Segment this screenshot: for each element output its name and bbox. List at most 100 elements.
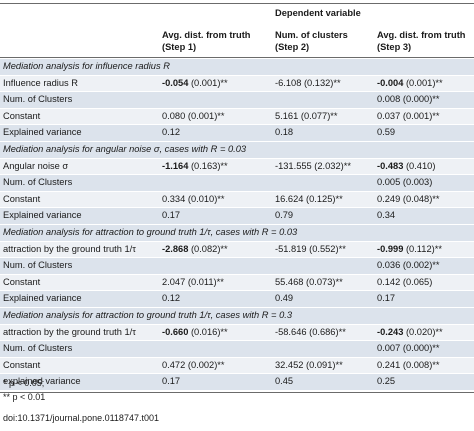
- section-title-row: Mediation analysis for attraction to gro…: [0, 225, 474, 241]
- table-row: attraction by the ground truth 1/τ -0.660…: [0, 324, 474, 341]
- header-rule: [0, 57, 474, 58]
- cell-step3-coef: 0.036 (0.002)**: [377, 260, 440, 271]
- cell-step1-se: (0.001)**: [188, 77, 228, 88]
- cell-step1-coef: 0.17: [162, 376, 181, 387]
- row-label: Angular noise σ: [3, 160, 69, 171]
- table-row: Explained variance 0.17 0.79 0.34: [0, 208, 474, 224]
- cell-step1: -2.868 (0.082)**: [162, 244, 228, 254]
- cell-step3-coef: 0.037 (0.001)**: [377, 110, 440, 121]
- table-row: Num. of Clusters 0.005 (0.003): [0, 175, 474, 191]
- cell-step3-coef: 0.008 (0.000)**: [377, 94, 440, 105]
- header-row-1: Dependent variable: [0, 8, 474, 22]
- row-label: attraction by the ground truth 1/τ: [3, 243, 136, 254]
- table-row: Constant 0.080 (0.001)** 5.161 (0.077)** 0.…: [0, 108, 474, 125]
- cell-step2: 0.79: [275, 210, 294, 221]
- cell-step3-coef: -0.243: [377, 326, 404, 337]
- cell-step1: 0.17: [162, 376, 180, 386]
- cell-step1: 0.334 (0.010)**: [162, 194, 225, 204]
- cell-step3: 0.142 (0.065): [377, 277, 432, 287]
- table-row: Explained variance 0.12 0.18 0.59: [0, 125, 474, 141]
- cell-step1-se: (0.082)**: [188, 243, 228, 254]
- cell-step3-coef: 0.007 (0.000)**: [377, 343, 440, 354]
- cell-step3-coef: -0.483: [377, 160, 404, 171]
- cell-step1: 0.12: [162, 127, 180, 137]
- cell-step3: 0.007 (0.000)**: [377, 343, 440, 353]
- cell-step1: 0.080 (0.001)**: [162, 111, 225, 121]
- row-label: Num. of Clusters: [3, 94, 73, 105]
- column-header-step2: Num. of clusters (Step 2): [275, 30, 348, 52]
- row-label: Constant: [3, 359, 41, 370]
- cell-step3-se: (0.410): [403, 160, 436, 171]
- cell-step1-coef: -0.660: [162, 326, 189, 337]
- table-row: Num. of Clusters 0.007 (0.000)**: [0, 341, 474, 357]
- cell-step1-coef: -0.054: [162, 77, 189, 88]
- cell-step1: 0.12: [162, 293, 180, 303]
- cell-step3: 0.036 (0.002)**: [377, 260, 440, 270]
- table-row: Constant 0.472 (0.002)** 32.452 (0.091)** 0…: [0, 357, 474, 374]
- cell-step3: 0.17: [377, 293, 395, 303]
- cell-step3: 0.25: [377, 376, 395, 386]
- cell-step3-coef: 0.34: [377, 210, 396, 221]
- cell-step1: 0.472 (0.002)**: [162, 360, 225, 370]
- cell-step3: -0.004 (0.001)**: [377, 78, 443, 88]
- row-label: Explained variance: [3, 293, 82, 304]
- cell-step3-se: (0.112)**: [403, 243, 442, 254]
- cell-step3: 0.037 (0.001)**: [377, 111, 440, 121]
- cell-step1-coef: 0.12: [162, 293, 181, 304]
- cell-step2: 0.49: [275, 293, 294, 304]
- cell-step3-coef: 0.59: [377, 127, 396, 138]
- cell-step2: 0.18: [275, 127, 294, 138]
- cell-step3-se: (0.001)**: [403, 77, 443, 88]
- section-title-row: Mediation analysis for angular noise σ, …: [0, 142, 474, 158]
- section-title: Mediation analysis for influence radius …: [3, 61, 170, 71]
- cell-step1-se: (0.016)**: [188, 326, 228, 337]
- cell-step3-coef: 0.17: [377, 293, 396, 304]
- cell-step3-coef: 0.005 (0.003): [377, 177, 433, 188]
- cell-step3: -0.483 (0.410): [377, 161, 435, 171]
- cell-step1-se: (0.163)**: [188, 160, 228, 171]
- dependent-variable-label: Dependent variable: [275, 8, 361, 18]
- cell-step2: -51.819 (0.552)**: [275, 243, 346, 254]
- table-row: Angular noise σ -1.164 (0.163)** -131.555 …: [0, 158, 474, 175]
- cell-step1: -0.660 (0.016)**: [162, 327, 228, 337]
- table-row: Explained variance 0.12 0.49 0.17: [0, 291, 474, 307]
- row-label: Num. of Clusters: [3, 260, 73, 271]
- top-rule: [0, 3, 474, 4]
- column-header-step3: Avg. dist. from truth (Step 3): [377, 30, 466, 52]
- cell-step2: -131.555 (2.032)**: [275, 160, 351, 171]
- cell-step1: -0.054 (0.001)**: [162, 78, 228, 88]
- row-label: attraction by the ground truth 1/τ: [3, 326, 136, 337]
- row-label: Num. of Clusters: [3, 177, 73, 188]
- table-row: Constant 0.334 (0.010)** 16.624 (0.125)** 0…: [0, 191, 474, 208]
- cell-step3: 0.249 (0.048)**: [377, 194, 440, 204]
- header-row-2: Avg. dist. from truth (Step 1) Num. of c…: [0, 29, 474, 55]
- cell-step3-se: (0.020)**: [403, 326, 443, 337]
- cell-step1-coef: 0.12: [162, 127, 181, 138]
- cell-step3: -0.999 (0.112)**: [377, 244, 442, 254]
- section-title-row: Mediation analysis for influence radius …: [0, 59, 474, 75]
- cell-step3-coef: 0.25: [377, 376, 396, 387]
- cell-step1-coef: 0.334 (0.010)**: [162, 193, 225, 204]
- cell-step2: 32.452 (0.091)**: [275, 359, 343, 370]
- cell-step1-coef: -1.164: [162, 160, 189, 171]
- doi-reference: doi:10.1371/journal.pone.0118747.t001: [3, 413, 159, 423]
- row-label: Explained variance: [3, 127, 82, 138]
- table-row: Constant 2.047 (0.011)** 55.468 (0.073)** 0…: [0, 274, 474, 291]
- cell-step2: 0.45: [275, 376, 294, 387]
- row-label: Constant: [3, 276, 41, 287]
- cell-step3-coef: 0.249 (0.048)**: [377, 193, 440, 204]
- cell-step2: -58.646 (0.686)**: [275, 326, 346, 337]
- cell-step1-coef: 0.080 (0.001)**: [162, 110, 225, 121]
- cell-step1-coef: 0.17: [162, 210, 181, 221]
- cell-step3: 0.005 (0.003): [377, 177, 432, 187]
- cell-step3: 0.59: [377, 127, 395, 137]
- row-label: explained variance: [3, 376, 81, 387]
- table-row: Num. of Clusters 0.036 (0.002)**: [0, 258, 474, 274]
- cell-step1: 2.047 (0.011)**: [162, 277, 224, 287]
- cell-step3-coef: 0.241 (0.008)**: [377, 359, 440, 370]
- cell-step3-coef: 0.142 (0.065): [377, 276, 433, 287]
- section-title-row: Mediation analysis for attraction to gro…: [0, 308, 474, 324]
- row-label: Num. of Clusters: [3, 343, 73, 354]
- footnote-p05: * p < 0.05;: [3, 378, 45, 388]
- section-title: Mediation analysis for angular noise σ, …: [3, 144, 247, 154]
